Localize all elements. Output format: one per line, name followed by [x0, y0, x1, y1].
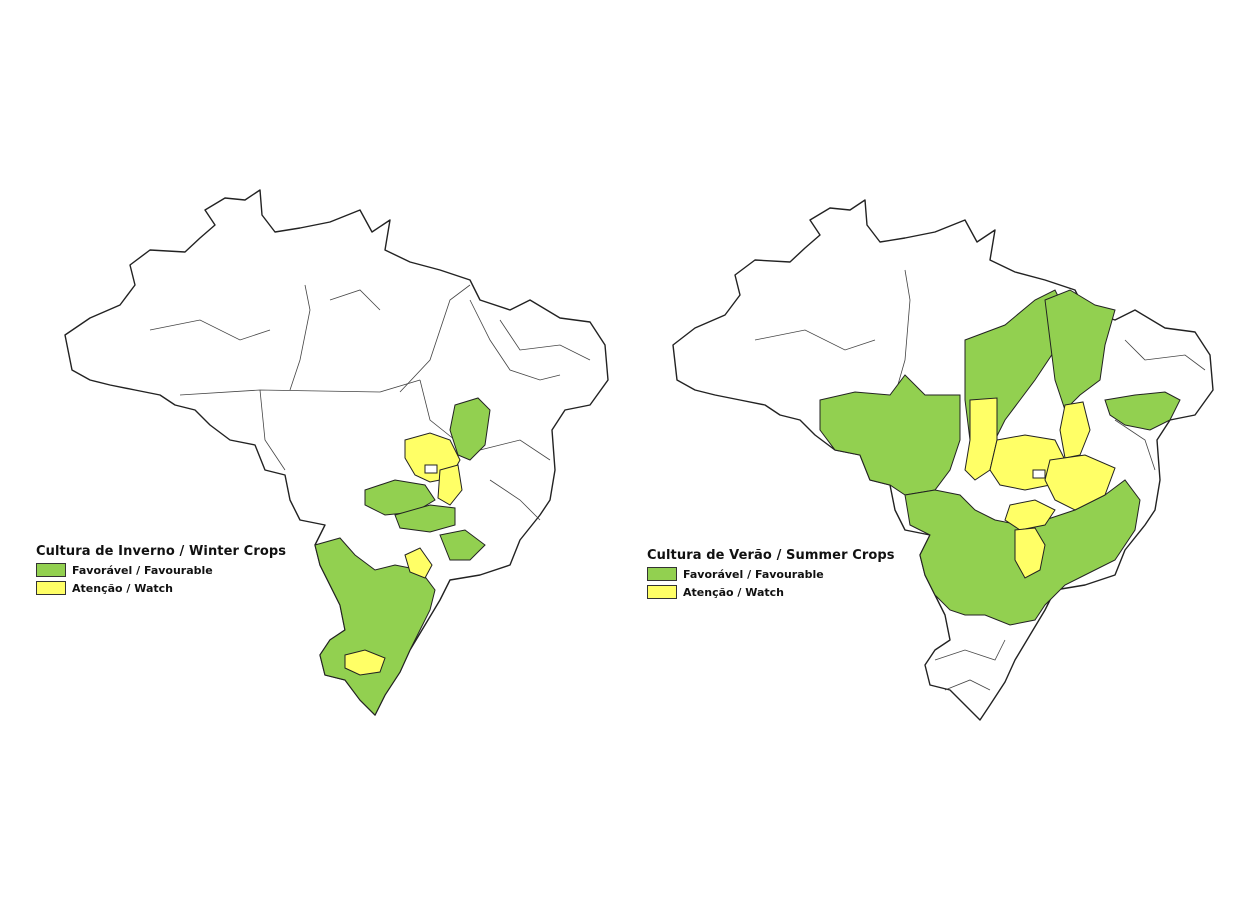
region-watch — [964, 397, 998, 481]
watch-swatch — [36, 581, 66, 595]
winter-crops-panel: Cultura de Inverno / Winter Crops Favorá… — [36, 189, 609, 716]
region-watch — [1044, 454, 1116, 511]
favourable-swatch — [36, 563, 66, 577]
watch-swatch — [647, 585, 677, 599]
summer-legend-title: Cultura de Verão / Summer Crops — [647, 548, 895, 563]
favourable-swatch — [647, 567, 677, 581]
legend-item-favourable: Favorável / Favourable — [36, 563, 286, 577]
legend-label: Atenção / Watch — [72, 581, 174, 595]
winter-legend: Cultura de Inverno / Winter Crops Favorá… — [36, 544, 286, 595]
legend-label: Atenção / Watch — [683, 585, 785, 599]
federal-district-marker — [1032, 469, 1046, 479]
summer-crops-map — [672, 199, 1214, 721]
region-watch — [1004, 499, 1056, 531]
region-favourable — [449, 397, 491, 461]
summer-legend: Cultura de Verão / Summer Crops Favoráve… — [647, 548, 895, 599]
region-watch — [437, 464, 463, 506]
region-favourable — [394, 504, 456, 533]
region-favourable — [314, 537, 436, 716]
legend-item-watch: Atenção / Watch — [647, 585, 895, 599]
region-favourable — [1104, 391, 1181, 431]
brazil-outline — [64, 189, 609, 716]
region-watch — [1014, 527, 1046, 579]
region-favourable — [1044, 289, 1116, 411]
winter-crops-map — [64, 189, 609, 716]
winter-legend-title: Cultura de Inverno / Winter Crops — [36, 544, 287, 559]
legend-label: Favorável / Favourable — [72, 563, 213, 577]
region-watch — [344, 649, 386, 676]
legend-item-favourable: Favorável / Favourable — [647, 567, 895, 581]
region-favourable — [439, 529, 486, 561]
legend-item-watch: Atenção / Watch — [36, 581, 286, 595]
summer-crops-panel: Cultura de Verão / Summer Crops Favoráve… — [625, 0, 1250, 900]
region-watch — [404, 547, 433, 579]
legend-label: Favorável / Favourable — [683, 567, 824, 581]
federal-district-marker — [424, 464, 438, 474]
region-watch — [1059, 401, 1091, 459]
region-favourable — [819, 374, 961, 496]
